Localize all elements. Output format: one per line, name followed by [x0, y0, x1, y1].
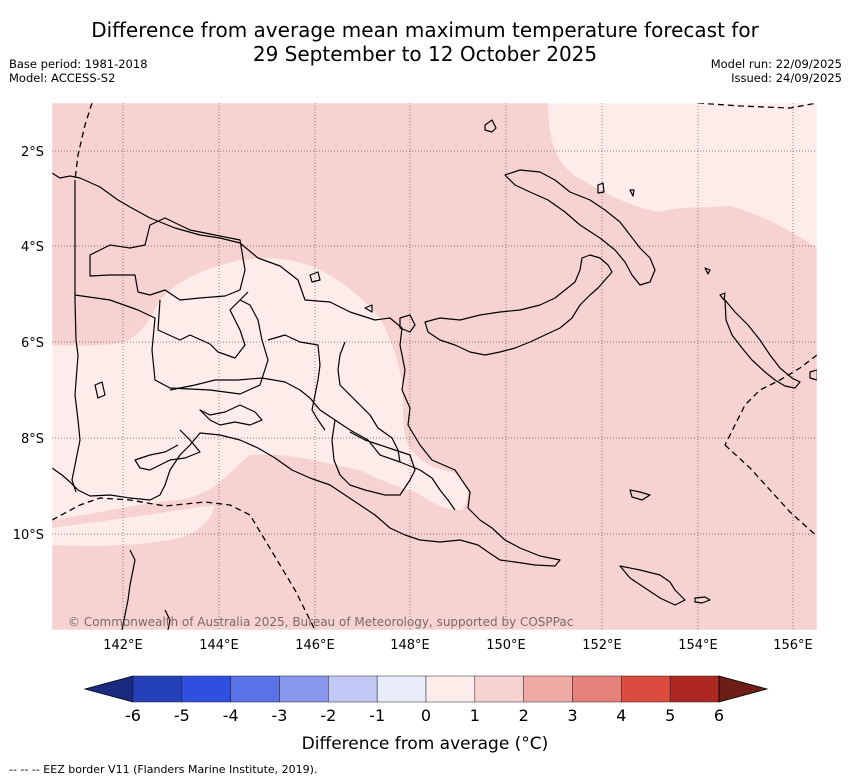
colorbar-tick-label: 1 — [470, 706, 480, 725]
metadata-right: Model run: 22/09/2025 Issued: 24/09/2025 — [711, 57, 842, 85]
colorbar-tick-label: 4 — [616, 706, 626, 725]
colorbar-tick-label: -6 — [125, 706, 141, 725]
colorbar-tick-label: 5 — [665, 706, 675, 725]
new-guinea-coastline — [52, 172, 561, 567]
louisiade-archipelago — [619, 565, 686, 606]
lon-label-148e: 148°E — [390, 638, 430, 653]
rossel-island — [694, 596, 711, 604]
lat-label-10s: 10°S — [13, 528, 44, 543]
colorbar-extension-low — [83, 675, 134, 703]
lat-label-6s: 6°S — [21, 336, 44, 351]
colorbar-tick-label: -1 — [369, 706, 385, 725]
lon-label-144e: 144°E — [199, 638, 239, 653]
lon-label-154e: 154°E — [678, 638, 718, 653]
colorbar-tick-label: 0 — [421, 706, 431, 725]
bougainville-island — [724, 299, 801, 389]
colorbar-tick-label: 6 — [714, 706, 724, 725]
province-border-4 — [267, 334, 326, 431]
gulf-coastline — [134, 429, 201, 471]
colorbar-segment — [279, 675, 329, 703]
solomon-islands-east — [809, 369, 817, 381]
issued-date: Issued: 24/09/2025 — [731, 71, 842, 85]
colorbar-segment — [621, 675, 671, 703]
map-panel — [52, 103, 817, 630]
colorbar-label: Difference from average (°C) — [301, 734, 549, 754]
graticule — [52, 103, 817, 630]
map-title: Difference from average mean maximum tem… — [0, 18, 850, 66]
province-border-5 — [331, 419, 416, 496]
eez-south-east — [724, 444, 817, 537]
trobriand-islands — [94, 381, 106, 399]
colorbar-tick-label: 3 — [567, 706, 577, 725]
colorbar-segment — [523, 675, 573, 703]
anomaly-region-0-to-1-northeast — [548, 103, 817, 248]
lon-label-150e: 150°E — [486, 638, 526, 653]
karkar-island — [309, 271, 321, 283]
colorbar-tick-label: -3 — [272, 706, 288, 725]
eez-north-east — [697, 103, 817, 109]
colorbar-tick-label: -5 — [174, 706, 190, 725]
colorbar-tick-label: -2 — [320, 706, 336, 725]
dentrecasteaux-islands — [629, 489, 651, 501]
eez-east — [724, 354, 817, 446]
fly-river-delta — [199, 404, 263, 426]
colorbar-segment — [474, 675, 524, 703]
coastlines — [52, 119, 817, 630]
anomaly-region-0-to-1-mainland — [52, 258, 468, 520]
province-border-1 — [74, 294, 269, 395]
colorbar-segment — [181, 675, 231, 703]
colorbar-segment — [328, 675, 378, 703]
metadata-left: Base period: 1981-2018 Model: ACCESS-S2 — [9, 57, 148, 85]
colorbar-tick-label: -4 — [223, 706, 239, 725]
colorbar-segment — [132, 675, 183, 703]
lon-label-156e: 156°E — [773, 638, 813, 653]
eez-borders — [52, 103, 817, 630]
lon-label-146e: 146°E — [295, 638, 335, 653]
latitude-labels: 2°S 4°S 6°S 8°S 10°S — [13, 145, 44, 543]
lon-label-152e: 152°E — [582, 638, 622, 653]
small-island-1 — [364, 304, 373, 313]
small-island-2 — [399, 314, 416, 333]
province-border-6 — [337, 341, 401, 463]
cape-york-east-coast — [164, 609, 171, 630]
indonesia-province-border — [89, 217, 246, 301]
small-island-5 — [704, 267, 711, 275]
small-island-4 — [629, 189, 635, 197]
map-title-line2: 29 September to 12 October 2025 — [252, 42, 598, 66]
lat-label-8s: 8°S — [21, 432, 44, 447]
map-frame — [51, 102, 818, 631]
colorbar-segment — [425, 675, 476, 703]
small-island-6 — [719, 292, 726, 301]
base-period: Base period: 1981-2018 — [9, 57, 148, 71]
colorbar-tick-label: 2 — [519, 706, 529, 725]
province-border-2 — [157, 291, 249, 359]
new-ireland-island — [504, 169, 656, 286]
colorbar-segment — [230, 675, 280, 703]
colorbar-segment — [572, 675, 622, 703]
colorbar-segment — [376, 675, 427, 703]
manus-island — [484, 119, 497, 133]
lat-label-4s: 4°S — [21, 240, 44, 255]
model-run: Model run: 22/09/2025 — [710, 57, 842, 71]
eez-north-west — [74, 103, 93, 181]
colorbar-segment — [669, 675, 720, 703]
small-island-3 — [597, 182, 605, 194]
lon-label-142e: 142°E — [103, 638, 143, 653]
cape-york-coastline — [121, 549, 136, 630]
lat-label-2s: 2°S — [21, 145, 44, 160]
colorbar: -6 -5 -4 -3 -2 -1 0 1 2 3 4 5 6 — [83, 675, 769, 725]
longitude-labels: 142°E 144°E 146°E 148°E 150°E 152°E 154°… — [103, 638, 813, 653]
new-britain-island — [424, 254, 613, 356]
colorbar-extension-high — [718, 675, 769, 703]
copyright-notice: © Commonwealth of Australia 2025, Bureau… — [68, 615, 573, 629]
indonesia-png-border — [71, 180, 81, 493]
model-name: Model: ACCESS-S2 — [9, 71, 116, 85]
map-title-line1: Difference from average mean maximum tem… — [91, 18, 759, 42]
eez-legend-note: -- -- -- EEZ border V11 (Flanders Marine… — [9, 763, 318, 776]
anomaly-region-0-to-1-strait — [52, 506, 215, 546]
eez-south — [52, 497, 316, 630]
